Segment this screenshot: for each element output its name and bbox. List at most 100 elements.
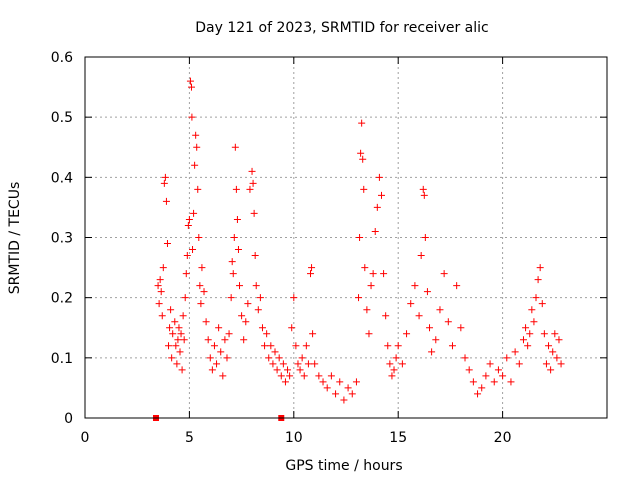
data-point bbox=[358, 119, 366, 127]
data-point bbox=[332, 390, 340, 398]
data-point bbox=[194, 185, 202, 193]
data-point bbox=[269, 360, 277, 368]
data-point bbox=[263, 330, 271, 338]
data-point bbox=[436, 306, 444, 314]
data-point bbox=[210, 342, 218, 350]
data-point bbox=[248, 167, 256, 175]
data-point bbox=[169, 330, 177, 338]
data-point bbox=[553, 354, 561, 362]
data-point bbox=[386, 360, 394, 368]
data-point bbox=[308, 264, 316, 272]
data-point bbox=[519, 336, 527, 344]
data-point bbox=[300, 372, 308, 380]
x-tick-label: 20 bbox=[494, 430, 512, 446]
data-point bbox=[172, 342, 180, 350]
data-point bbox=[426, 324, 434, 332]
data-point bbox=[228, 258, 236, 266]
data-point bbox=[384, 342, 392, 350]
data-point bbox=[373, 203, 381, 211]
data-point bbox=[382, 312, 390, 320]
x-tick-label: 0 bbox=[81, 430, 90, 446]
data-point bbox=[524, 342, 532, 350]
data-point bbox=[159, 264, 167, 272]
data-point bbox=[230, 234, 238, 241]
data-point bbox=[486, 360, 494, 368]
data-point bbox=[157, 288, 165, 296]
data-point bbox=[273, 366, 281, 374]
data-point bbox=[188, 113, 196, 121]
data-point bbox=[236, 282, 244, 290]
axis-tick-labels: 0 0.1 0.2 0.3 0.4 0.5 0.6 0 5 10 15 20 bbox=[51, 50, 512, 446]
data-point bbox=[156, 276, 164, 284]
x-tick-label: 10 bbox=[285, 430, 303, 446]
data-point bbox=[223, 354, 231, 362]
data-point bbox=[181, 294, 189, 302]
data-point bbox=[183, 252, 191, 260]
data-point bbox=[265, 354, 273, 362]
data-point bbox=[522, 324, 530, 332]
y-tick-label: 0.5 bbox=[51, 110, 73, 126]
data-point bbox=[440, 270, 448, 278]
data-point bbox=[365, 330, 373, 338]
data-point bbox=[352, 378, 360, 386]
data-point bbox=[307, 270, 315, 278]
data-point bbox=[161, 173, 169, 181]
data-point bbox=[191, 161, 199, 169]
data-point bbox=[246, 185, 254, 193]
data-point bbox=[166, 324, 174, 332]
data-point bbox=[555, 336, 563, 344]
data-point bbox=[377, 191, 385, 199]
data-point bbox=[254, 306, 262, 314]
axis-ticks bbox=[84, 56, 607, 419]
data-point bbox=[234, 246, 242, 254]
data-point bbox=[244, 300, 252, 308]
data-point bbox=[202, 318, 210, 326]
data-point bbox=[154, 282, 162, 290]
data-point bbox=[185, 215, 193, 223]
y-axis-label: SRMTID / TECUs bbox=[7, 182, 23, 295]
y-tick-label: 0.2 bbox=[51, 291, 73, 307]
data-point bbox=[225, 330, 233, 338]
data-point bbox=[165, 342, 173, 350]
y-tick-label: 0.4 bbox=[51, 170, 73, 186]
data-point bbox=[233, 215, 241, 223]
data-point bbox=[549, 348, 557, 356]
data-point bbox=[392, 354, 400, 362]
data-point bbox=[311, 360, 319, 368]
x-tick-label: 5 bbox=[185, 430, 194, 446]
data-point bbox=[168, 354, 176, 362]
data-point bbox=[420, 191, 428, 199]
data-point bbox=[494, 366, 502, 374]
data-point bbox=[213, 360, 221, 368]
data-point bbox=[536, 264, 544, 272]
data-point bbox=[490, 378, 498, 386]
data-point bbox=[357, 149, 365, 157]
data-point bbox=[375, 173, 383, 181]
data-point bbox=[302, 342, 310, 350]
data-point bbox=[309, 330, 317, 338]
data-point bbox=[281, 378, 289, 386]
data-point bbox=[258, 324, 266, 332]
x-axis-label: GPS time / hours bbox=[285, 458, 402, 474]
data-point bbox=[219, 372, 227, 380]
data-point bbox=[453, 282, 461, 290]
data-point bbox=[355, 294, 363, 302]
data-point bbox=[275, 354, 283, 362]
data-point bbox=[551, 330, 559, 338]
data-point bbox=[217, 348, 225, 356]
data-point bbox=[369, 270, 377, 278]
data-point bbox=[200, 288, 208, 296]
data-point bbox=[158, 312, 166, 320]
data-point bbox=[474, 390, 482, 398]
data-point bbox=[160, 179, 168, 187]
data-point bbox=[292, 342, 300, 350]
data-point bbox=[277, 372, 285, 380]
data-point bbox=[403, 330, 411, 338]
y-tick-label: 0 bbox=[64, 411, 73, 427]
data-point bbox=[215, 324, 223, 332]
data-point bbox=[238, 312, 246, 320]
data-point bbox=[448, 342, 456, 350]
data-point bbox=[511, 348, 519, 356]
data-point bbox=[417, 252, 425, 260]
data-point bbox=[167, 306, 175, 314]
